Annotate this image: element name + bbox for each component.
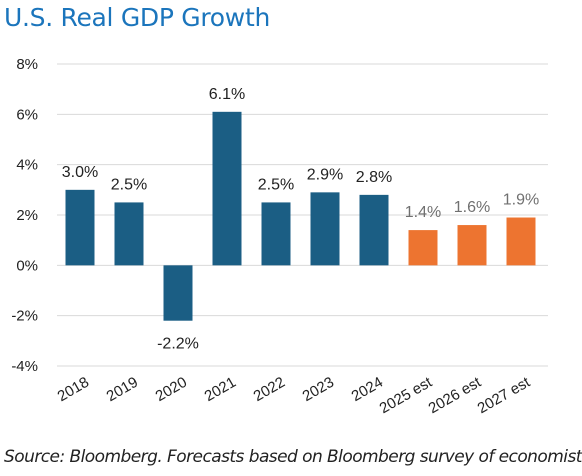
bar-2022 [261, 202, 291, 266]
data-label: 1.9% [503, 192, 539, 209]
x-tick-label: 2021 [202, 374, 239, 405]
x-tick-label: 2027 est [475, 373, 534, 417]
bar-chart: 8% 6% 4% 2% 0% -2% -4% 3.0% 2.5% -2.2% 6.1% 2.5% 2.… [11, 56, 548, 417]
x-tick-label: 2022 [251, 374, 288, 405]
data-label: -2.2% [157, 336, 199, 353]
bar-2020 [163, 265, 193, 321]
x-tick-label: 2023 [300, 374, 337, 405]
data-label: 6.1% [209, 86, 245, 103]
data-label: 2.8% [356, 169, 392, 186]
chart-title: U.S. Real GDP Growth [4, 3, 270, 32]
bar-2026-est [457, 225, 487, 266]
bar-2018 [65, 189, 95, 266]
bar-2024 [359, 194, 389, 266]
y-axis-tick-labels: 8% 6% 4% 2% 0% -2% -4% [11, 56, 38, 375]
x-tick-label: 2025 est [377, 373, 436, 417]
x-tick-label: 2019 [104, 374, 141, 405]
bar-2021 [212, 111, 242, 266]
data-label: 2.5% [111, 176, 147, 193]
bar-2023 [310, 192, 340, 266]
source-note: Source: Bloomberg. Forecasts based on Bl… [4, 447, 582, 467]
data-label: 1.4% [405, 204, 441, 221]
bar-2027-est [506, 217, 536, 266]
x-tick-label: 2018 [55, 374, 92, 405]
x-tick-label: 2020 [153, 374, 190, 405]
bar-2019 [114, 202, 144, 266]
y-tick-label: 8% [16, 56, 38, 73]
y-tick-label: 2% [16, 207, 38, 224]
bars [65, 111, 536, 321]
data-labels: 3.0% 2.5% -2.2% 6.1% 2.5% 2.9% 2.8% 1.4% 1.6% 1.9… [62, 86, 539, 353]
y-tick-label: 4% [16, 157, 38, 174]
data-label: 3.0% [62, 164, 98, 181]
data-label: 1.6% [454, 199, 490, 216]
y-tick-label: -2% [11, 308, 38, 325]
x-tick-label: 2026 est [426, 373, 485, 417]
data-label: 2.5% [258, 176, 294, 193]
bar-2025-est [408, 230, 438, 266]
y-tick-label: -4% [11, 358, 38, 375]
y-tick-label: 6% [16, 106, 38, 123]
y-tick-label: 0% [16, 257, 38, 274]
data-label: 2.9% [307, 166, 343, 183]
